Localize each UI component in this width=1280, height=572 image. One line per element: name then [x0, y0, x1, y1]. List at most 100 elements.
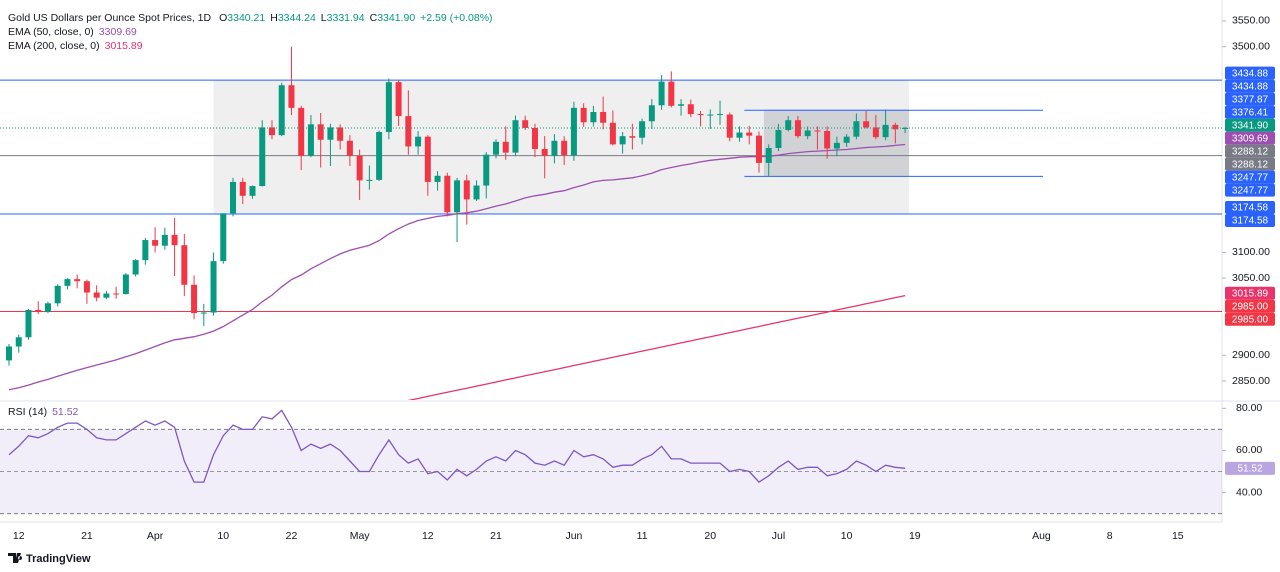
ema-line [407, 294, 906, 400]
candle-body [707, 114, 714, 116]
candle-body [648, 105, 655, 122]
rsi-y-tick-label: 40.00 [1236, 486, 1262, 498]
candle-body [755, 135, 762, 163]
candle-body [775, 129, 782, 148]
candle-body [785, 120, 792, 130]
candle-body [181, 245, 188, 285]
ohlc-value: 3344.24 [278, 12, 316, 24]
indicator-value: 51.52 [52, 406, 78, 418]
candle-body [668, 81, 675, 106]
candle-body [600, 111, 607, 123]
candle-body [6, 346, 12, 361]
price-badge-label: 3247.77 [1232, 172, 1269, 183]
ohlc-label: L [321, 12, 327, 24]
candle-body [54, 285, 61, 304]
candle-body [44, 303, 51, 313]
price-badge-label: 2985.00 [1232, 301, 1269, 312]
x-tick-label: 19 [909, 530, 921, 542]
legend-ema200: EMA (200, close, 0) 3015.89 [8, 40, 143, 52]
price-badge-label: 3247.77 [1232, 185, 1269, 196]
price-badge [1225, 183, 1275, 197]
candle-body [697, 114, 704, 116]
price-badge [1225, 105, 1275, 119]
rsi-badge [1225, 461, 1275, 475]
x-tick-label: Aug [1032, 530, 1051, 542]
x-tick-label: 20 [704, 530, 716, 542]
axes: 3550.00 3500.00 3100.00 3050.00 2900.00 2850.… [13, 15, 1275, 542]
x-tick-label: Jun [565, 530, 582, 542]
legend-rsi: RSI (14) 51.52 [8, 406, 79, 418]
indicator-value: 3015.89 [105, 40, 143, 52]
candle-body [142, 240, 149, 261]
x-tick-label: 10 [841, 530, 853, 542]
brand-name: TradingView [26, 553, 91, 565]
candle-body [609, 122, 616, 145]
candle-body [872, 127, 879, 138]
price-badge-label: 3434.88 [1232, 68, 1269, 79]
price-badge-label: 3376.41 [1232, 107, 1269, 118]
legend-ema50: EMA (50, close, 0) 3309.69 [8, 26, 137, 38]
candle-body [317, 124, 324, 140]
candle-body [132, 260, 139, 275]
candle-body [843, 136, 850, 143]
candle-body [64, 279, 71, 286]
candle-body [580, 107, 587, 123]
candle-body [639, 121, 646, 138]
rsi-badge-label: 51.52 [1237, 463, 1262, 474]
price-badge [1225, 92, 1275, 106]
price-badge-label: 2985.00 [1232, 314, 1269, 325]
candle-body [570, 107, 577, 156]
rsi-y-tick-label: 60.00 [1236, 444, 1262, 456]
candle-body [249, 186, 256, 196]
x-tick-label: 12 [422, 530, 434, 542]
y-tick-label: 2850.00 [1232, 375, 1270, 387]
candle-body [298, 107, 305, 156]
price-badge-label: 3288.12 [1232, 146, 1269, 157]
price-badge [1225, 170, 1275, 184]
candle-body [794, 120, 801, 137]
candle-body [726, 114, 733, 138]
candle-body [882, 124, 889, 138]
y-tick-label: 3550.00 [1232, 15, 1270, 27]
x-tick-label: 22 [286, 530, 298, 542]
x-tick-label: 11 [637, 530, 648, 542]
candle-body [220, 213, 227, 262]
brand-logo: TradingView [8, 553, 91, 565]
candle-body [561, 140, 568, 156]
candle-body [463, 180, 470, 200]
price-badge [1225, 144, 1275, 158]
candle-body [288, 85, 295, 108]
candle-body [385, 82, 392, 133]
price-badge [1225, 312, 1275, 326]
y-tick-label: 3100.00 [1232, 246, 1270, 258]
price-badge [1225, 131, 1275, 145]
candle-body [717, 114, 724, 116]
ohlc-label: C [370, 12, 378, 24]
candle-body [493, 141, 499, 155]
indicator-name: EMA (50, close, 0) [8, 26, 94, 38]
indicator-value: 3309.69 [99, 26, 137, 38]
candle-body [833, 142, 840, 149]
y-tick-label: 2900.00 [1232, 349, 1270, 361]
candle-body [804, 130, 811, 137]
candle-body [746, 132, 753, 136]
candle-body [122, 274, 129, 295]
price-badge-label: 3015.89 [1232, 288, 1269, 299]
ohlc-label: O [219, 12, 227, 24]
candle-body [765, 147, 772, 163]
price-badge-label: 3434.88 [1232, 81, 1269, 92]
price-badge-label: 3174.58 [1232, 203, 1269, 214]
change: +2.59 (+0.08%) [420, 12, 492, 24]
price-pane [0, 46, 1222, 400]
candle-body [74, 279, 81, 282]
x-tick-label: 21 [490, 530, 502, 542]
candle-body [522, 120, 529, 128]
price-badge [1225, 66, 1275, 80]
candle-body [93, 292, 100, 298]
price-badge [1225, 201, 1275, 215]
price-badge [1225, 299, 1275, 313]
price-badge [1225, 286, 1275, 300]
logo-icon [8, 553, 23, 563]
x-tick-label: 8 [1107, 530, 1113, 542]
